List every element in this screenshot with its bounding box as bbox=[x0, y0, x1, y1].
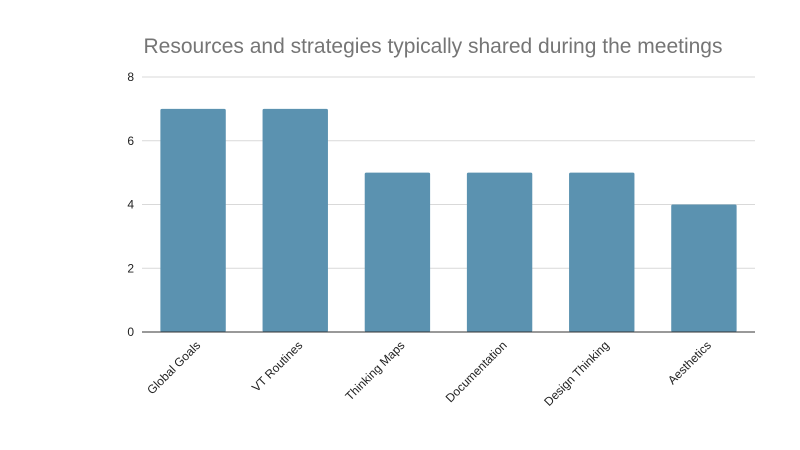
y-tick-label: 4 bbox=[127, 198, 134, 212]
bar-thinking-maps bbox=[364, 172, 431, 332]
bar-vt-routines bbox=[262, 108, 328, 332]
bar-documentation bbox=[466, 172, 533, 332]
bar-design-thinking bbox=[569, 172, 635, 332]
x-category-label: Design Thinking bbox=[541, 338, 612, 409]
y-tick-label: 8 bbox=[127, 70, 134, 84]
x-category-label: VT Routines bbox=[249, 338, 305, 394]
gridlines bbox=[142, 76, 755, 269]
bars bbox=[160, 108, 737, 332]
y-axis-ticks: 0 2 4 6 8 bbox=[127, 70, 134, 339]
x-category-label: Thinking Maps bbox=[342, 338, 407, 403]
y-tick-label: 2 bbox=[127, 261, 134, 275]
x-category-label: Aesthetics bbox=[665, 338, 714, 387]
y-tick-label: 0 bbox=[127, 325, 134, 339]
bar-global-goals bbox=[160, 108, 226, 332]
x-category-label: Documentation bbox=[443, 338, 510, 405]
x-axis-categories: Global Goals VT Routines Thinking Maps Docu… bbox=[144, 338, 714, 409]
y-tick-label: 6 bbox=[127, 134, 134, 148]
x-category-label: Global Goals bbox=[144, 338, 203, 397]
bar-aesthetics bbox=[671, 204, 737, 332]
chart-title: Resources and strategies typically share… bbox=[144, 35, 723, 58]
